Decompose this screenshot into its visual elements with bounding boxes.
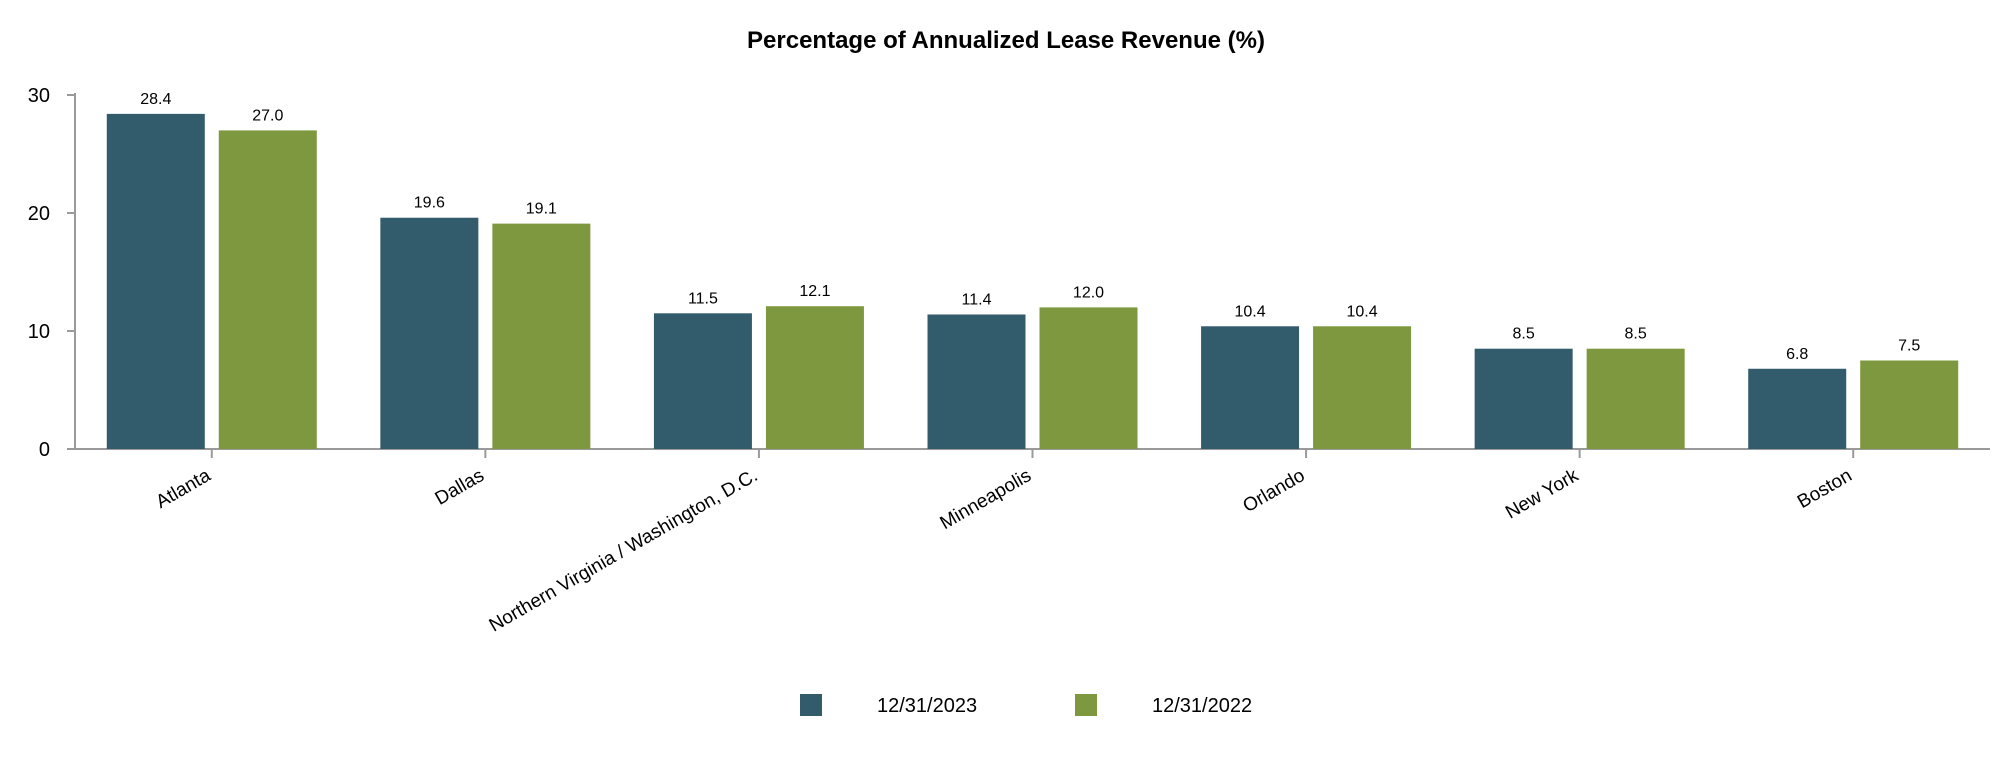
data-label: 11.4	[962, 291, 992, 308]
bar-series-1	[653, 313, 752, 449]
y-tick-label: 10	[28, 321, 50, 343]
bar-series-2	[218, 130, 317, 449]
data-label: 12.0	[1073, 284, 1104, 301]
bar-series-2	[1586, 348, 1685, 449]
bar-series-2	[1039, 307, 1138, 449]
bar-series-1	[927, 314, 1026, 449]
data-label: 27.0	[252, 107, 283, 124]
y-tick-label: 30	[28, 85, 50, 107]
data-label: 12.1	[799, 283, 830, 300]
bar-series-2	[1313, 326, 1412, 449]
y-tick-label: 20	[28, 203, 50, 225]
bar-series-1	[380, 217, 479, 449]
data-label: 11.5	[688, 290, 718, 307]
x-tick-label: Northern Virginia / Washington, D.C.	[486, 465, 762, 636]
bar-series-1	[106, 113, 205, 449]
data-label: 19.1	[526, 201, 557, 218]
x-tick-label: Dallas	[432, 465, 488, 510]
data-label: 19.6	[414, 195, 445, 212]
bar-series-2	[492, 223, 591, 449]
bar-series-1	[1748, 368, 1847, 449]
data-label: 10.4	[1347, 303, 1378, 320]
bar-series-2	[1860, 360, 1959, 449]
data-label: 8.5	[1513, 326, 1535, 343]
legend-swatch	[1075, 694, 1097, 716]
legend-label: 12/31/2023	[877, 695, 977, 717]
legend: 12/31/2023 12/31/2022	[800, 694, 1252, 717]
bars-group	[106, 113, 1959, 449]
data-label: 7.5	[1898, 338, 1920, 355]
data-label: 8.5	[1625, 326, 1647, 343]
chart-title: Percentage of Annualized Lease Revenue (…	[747, 27, 1265, 54]
x-tick-label: New York	[1502, 465, 1582, 524]
x-tick-label: Orlando	[1240, 465, 1309, 517]
data-label: 28.4	[140, 91, 171, 108]
x-tick-label: Boston	[1794, 465, 1856, 513]
legend-swatch	[800, 694, 822, 716]
data-labels-group: 28.4 27.0 19.6 19.1 11.5 12.1 11.4 12.0 10.4 10.4…	[140, 91, 1920, 363]
legend-label: 12/31/2022	[1152, 695, 1252, 717]
x-tick-label: Minneapolis	[937, 465, 1035, 534]
bar-series-1	[1201, 326, 1300, 449]
data-label: 10.4	[1235, 303, 1266, 320]
y-axis: 0 10 20 30	[28, 85, 76, 461]
y-tick-label: 0	[39, 439, 50, 461]
x-tick-label: Atlanta	[153, 465, 215, 513]
data-label: 6.8	[1786, 346, 1808, 363]
bar-series-2	[765, 306, 864, 449]
bar-series-1	[1474, 348, 1573, 449]
